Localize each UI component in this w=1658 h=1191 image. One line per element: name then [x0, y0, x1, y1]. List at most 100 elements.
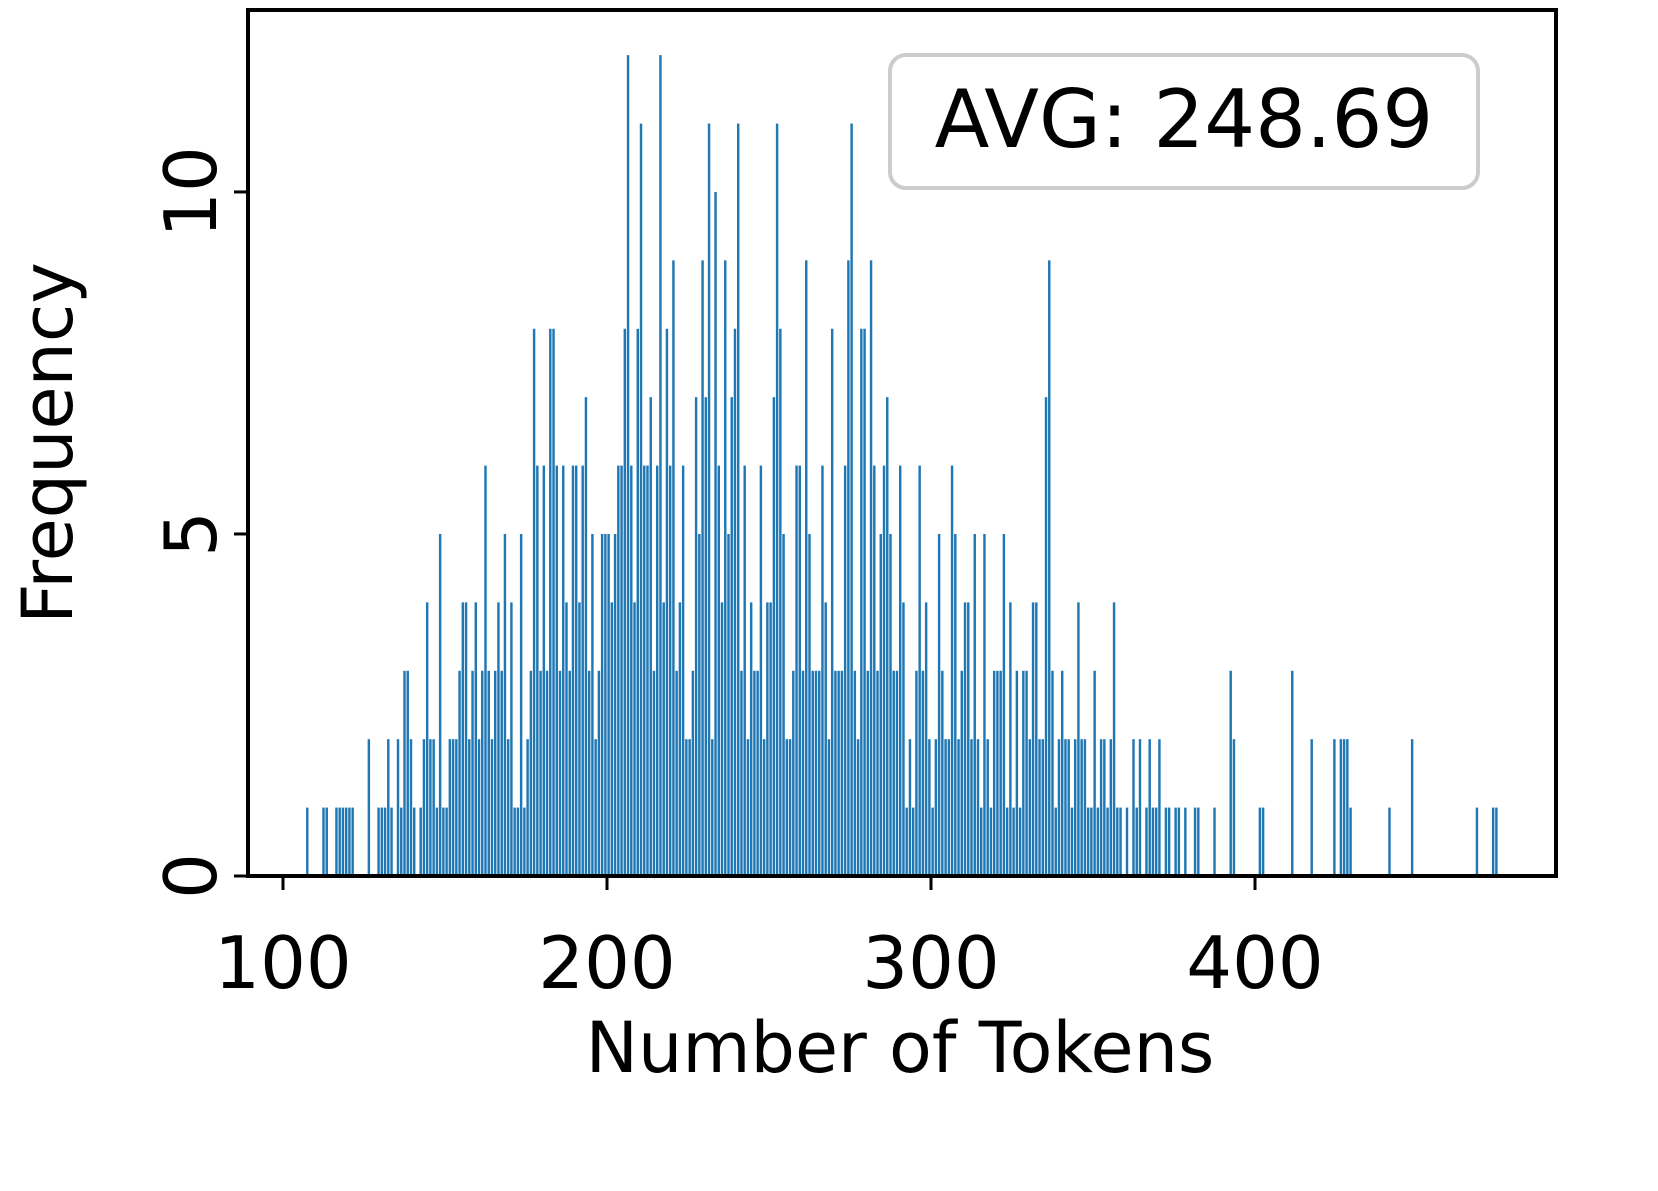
bar [1346, 739, 1349, 876]
bar [1197, 807, 1200, 876]
bar [1054, 807, 1057, 876]
bar [1002, 533, 1006, 876]
bar [672, 260, 675, 876]
bar [843, 465, 847, 876]
bar [1158, 739, 1161, 876]
bar [1349, 807, 1352, 876]
bar [1031, 602, 1035, 876]
bar [1491, 807, 1495, 876]
bar [992, 670, 996, 876]
bar [1090, 807, 1093, 876]
bar [801, 670, 805, 876]
bar [532, 328, 536, 876]
bar [484, 465, 487, 876]
bar [805, 260, 808, 876]
bar [999, 670, 1002, 876]
bar [377, 807, 380, 876]
bar [432, 739, 435, 876]
bar [1044, 397, 1048, 876]
bar [685, 739, 688, 876]
bar [830, 328, 834, 876]
bar [1138, 739, 1142, 876]
bar [659, 55, 662, 877]
bar [905, 807, 908, 876]
bar [1070, 807, 1074, 876]
bar [1096, 807, 1100, 876]
bar [918, 465, 921, 876]
bar [714, 191, 717, 877]
bar [967, 602, 970, 876]
bar [506, 739, 510, 876]
bar [850, 123, 853, 877]
bar [934, 739, 938, 876]
bar [678, 602, 682, 876]
bar [1151, 807, 1155, 876]
bar [681, 465, 685, 876]
bar [769, 602, 772, 876]
bar [1148, 739, 1151, 876]
bar [380, 807, 384, 876]
bar [814, 670, 818, 876]
bar [860, 328, 863, 876]
bar [707, 123, 711, 877]
bar [1080, 739, 1083, 876]
bar [503, 533, 507, 876]
bar [821, 465, 824, 876]
bar [1112, 602, 1116, 876]
bar [344, 807, 348, 876]
bar [772, 397, 776, 876]
bar [827, 739, 831, 876]
bar [869, 260, 873, 876]
bar [1022, 670, 1025, 876]
bar [529, 670, 533, 876]
bar [1009, 602, 1012, 876]
bar [1388, 807, 1391, 876]
bar [866, 670, 870, 876]
bar [863, 328, 866, 876]
axes-frame [246, 8, 1558, 878]
bar [422, 739, 426, 876]
bar [587, 670, 591, 876]
bar [886, 397, 889, 876]
bar [746, 739, 750, 876]
bar [1164, 807, 1168, 876]
bar [882, 465, 886, 876]
bar [727, 533, 730, 876]
bar [775, 123, 779, 877]
bar [571, 465, 575, 876]
bar [1086, 807, 1090, 876]
bar [652, 670, 656, 876]
bar [730, 397, 733, 876]
bar [698, 533, 701, 876]
bar [979, 807, 983, 876]
bar [1109, 739, 1113, 876]
bar [542, 465, 546, 876]
bar [338, 807, 341, 876]
x-tick-label: 400 [1186, 921, 1323, 1005]
bar [519, 533, 523, 876]
bar [782, 533, 785, 876]
bar [600, 533, 604, 876]
bar [1410, 739, 1414, 876]
bar [834, 670, 837, 876]
bar [409, 739, 413, 876]
bar [1229, 670, 1232, 876]
bar [798, 465, 801, 876]
bar [1258, 807, 1262, 876]
bar [1135, 807, 1138, 876]
bar [490, 739, 494, 876]
bar [743, 465, 746, 876]
bar [808, 533, 811, 876]
bar [989, 807, 993, 876]
bar [1028, 739, 1032, 876]
y-tick-label: 5 [149, 511, 233, 557]
x-tick-label: 100 [214, 921, 351, 1005]
bar [448, 739, 452, 876]
bar [613, 533, 617, 876]
bar [474, 602, 477, 876]
bar [749, 602, 753, 876]
bar [954, 533, 957, 876]
bar [325, 807, 328, 876]
bar [1073, 739, 1077, 876]
